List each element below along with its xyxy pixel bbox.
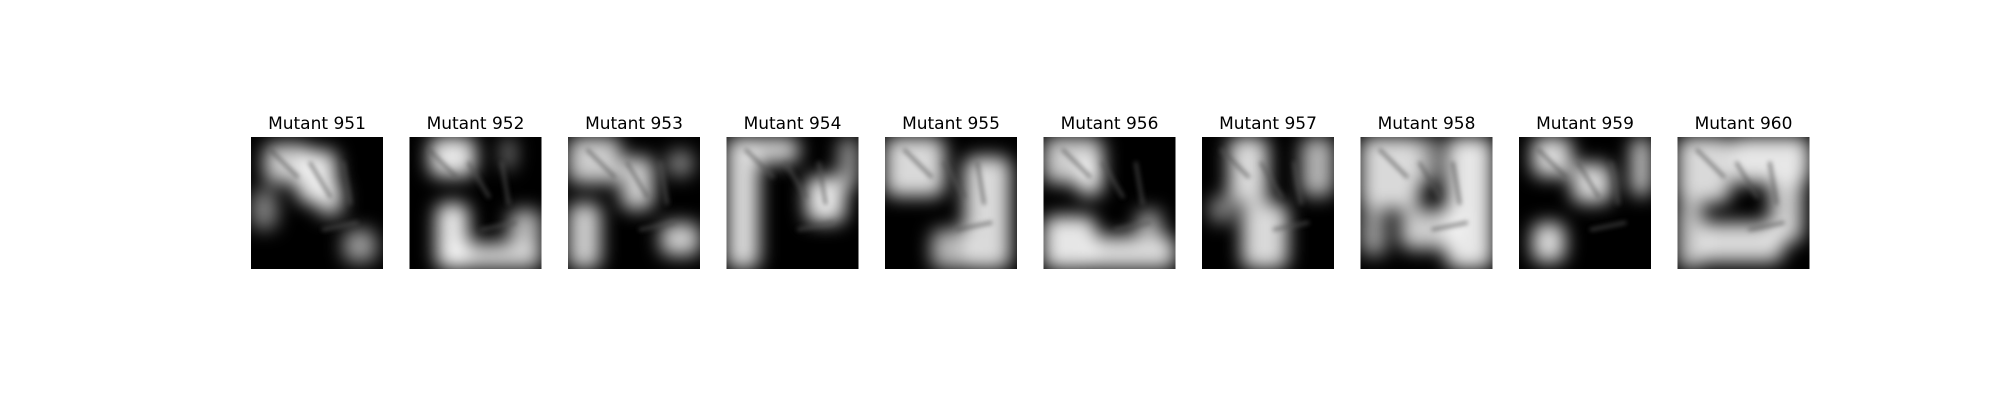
panel-title: Mutant 953 [585,114,683,134]
panel-title: Mutant 955 [902,114,1000,134]
panel-image [409,137,542,269]
panel-title: Mutant 951 [268,114,366,134]
panel-image [568,137,700,269]
panel-title: Mutant 957 [1219,114,1317,134]
panel: Mutant 957 [1202,114,1334,269]
panel: Mutant 952 [409,114,542,269]
panel: Mutant 953 [568,114,700,269]
panel: Mutant 958 [1360,114,1493,269]
panel: Mutant 951 [251,114,383,269]
panel-image [885,137,1017,269]
panel: Mutant 960 [1677,114,1810,269]
panel-title: Mutant 954 [744,114,842,134]
panel-image [1202,137,1334,269]
panel-image [1519,137,1651,269]
panel: Mutant 956 [1043,114,1176,269]
panel-image [251,137,383,269]
panel: Mutant 959 [1519,114,1651,269]
panel: Mutant 955 [885,114,1017,269]
panel: Mutant 954 [726,114,859,269]
panel-title: Mutant 959 [1536,114,1634,134]
panel-image [1677,137,1810,269]
panel-image [1360,137,1493,269]
panel-image [1043,137,1176,269]
panel-title: Mutant 956 [1061,114,1159,134]
panel-image [726,137,859,269]
panel-title: Mutant 958 [1378,114,1476,134]
panel-title: Mutant 960 [1695,114,1793,134]
panel-title: Mutant 952 [427,114,525,134]
